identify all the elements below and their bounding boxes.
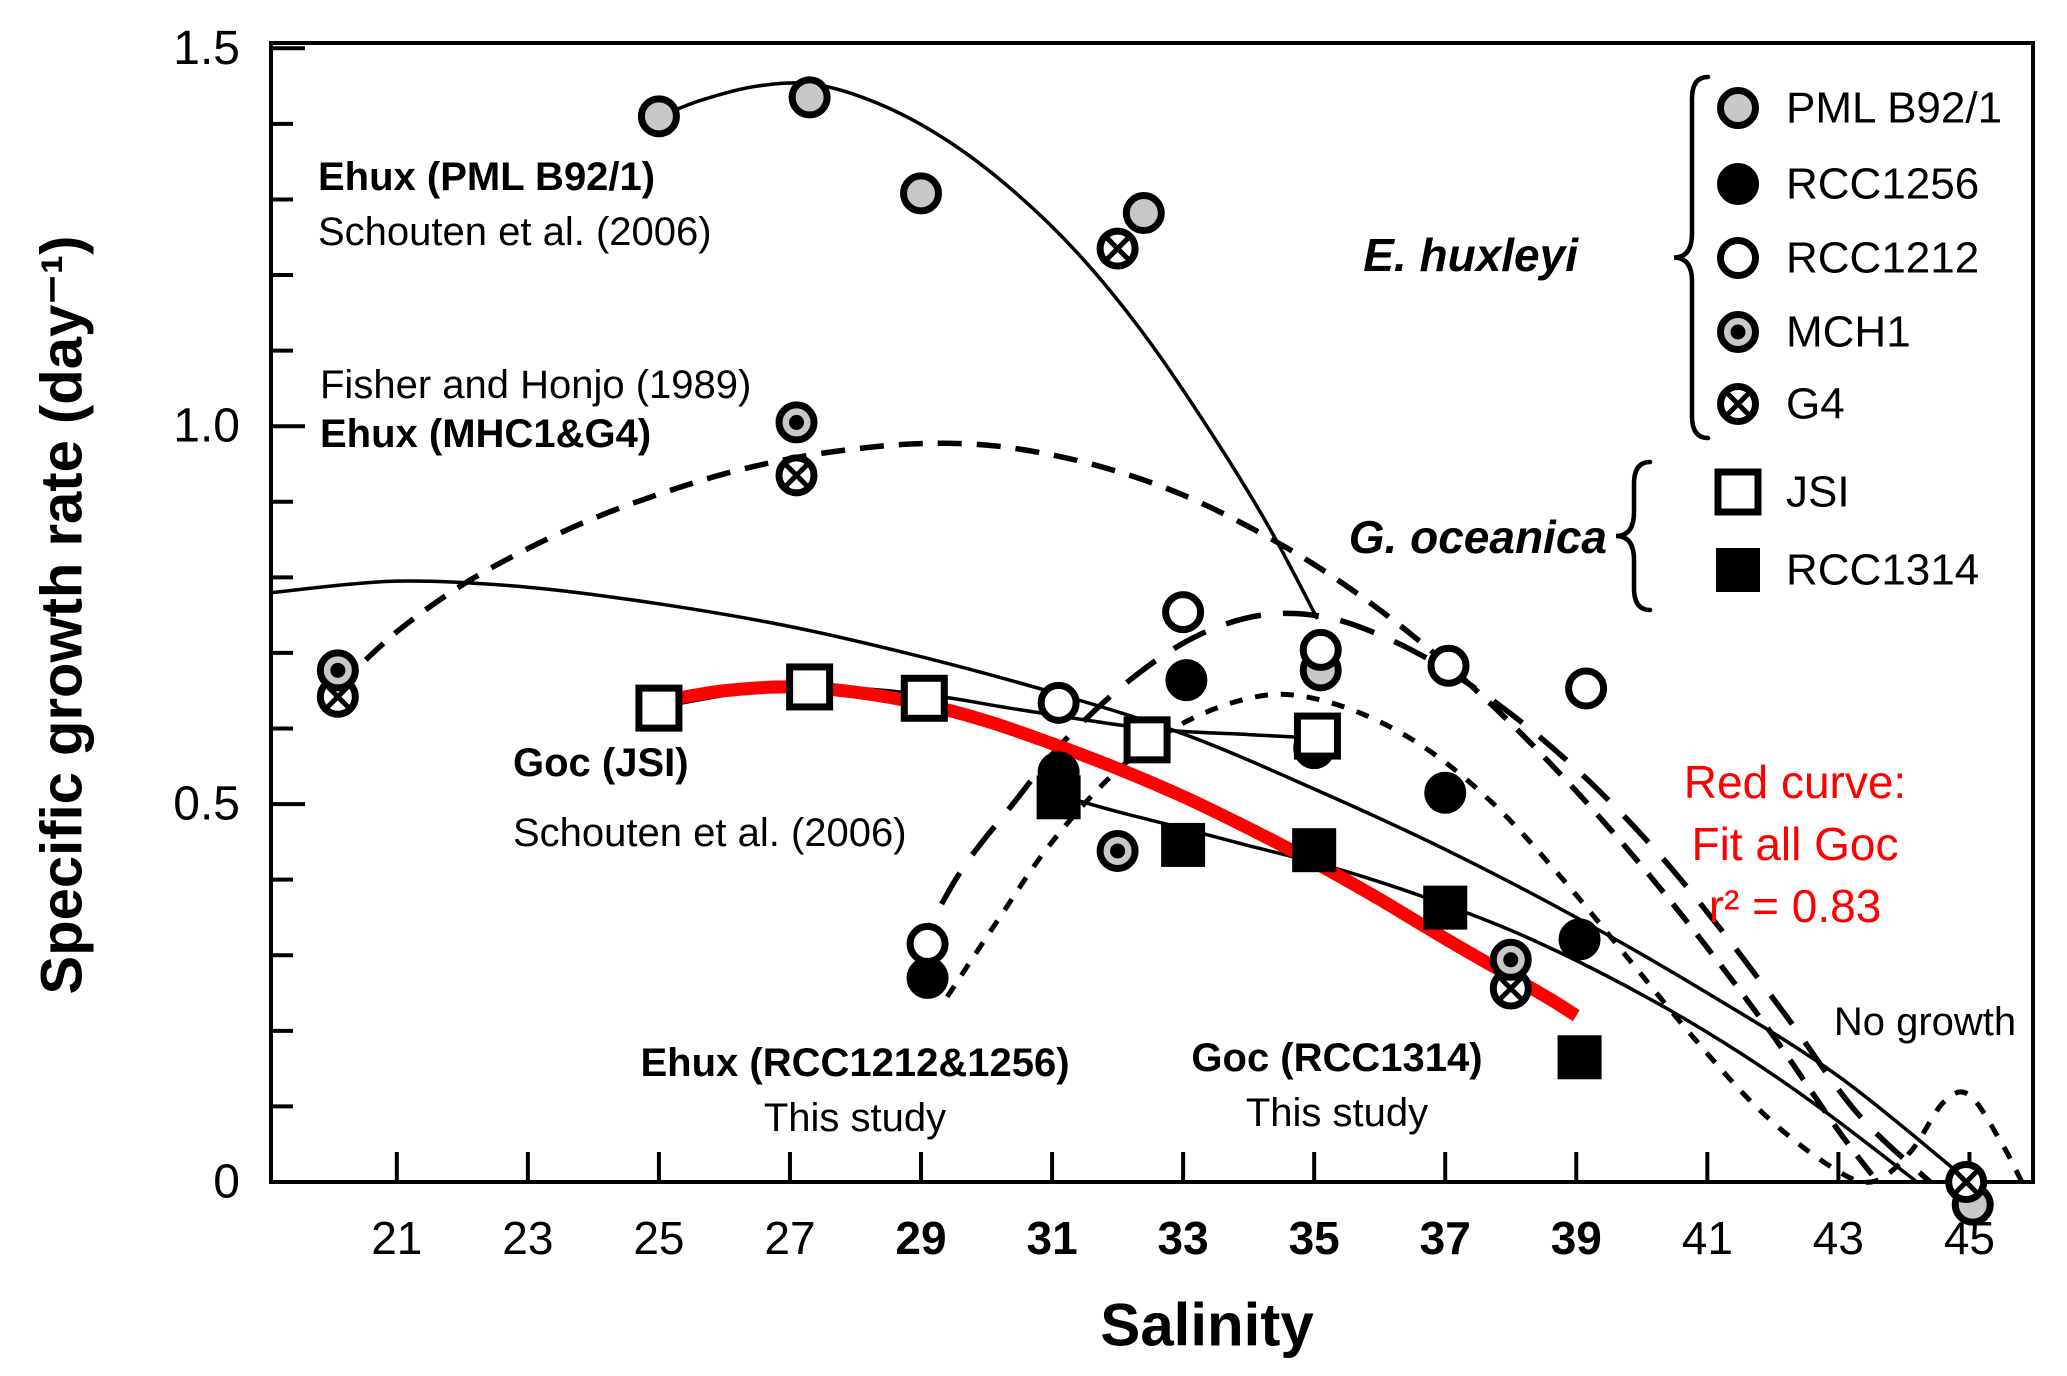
- point-rcc1256-0: [906, 956, 949, 999]
- label-ehux-fisher-line-0: Fisher and Honjo (1989): [320, 363, 751, 407]
- point-jsi-3: [1123, 716, 1171, 764]
- point-jsi-4: [1293, 712, 1341, 760]
- point-rcc1314-3: [1423, 885, 1468, 930]
- point-mch1-0-dot: [330, 662, 346, 678]
- legend-marker-square-white: [1714, 468, 1762, 516]
- point-rcc1212-3: [1299, 628, 1342, 671]
- legend-species-ehuxleyi: E. huxleyi: [1363, 229, 1579, 281]
- point-mch1-1-dot: [789, 414, 805, 430]
- point-mch1-3-dot: [1503, 952, 1519, 968]
- legend-label-g4: G4: [1786, 380, 1845, 429]
- label-goc-rcc1314-line-1: This study: [1246, 1091, 1428, 1135]
- x-tick-label: 37: [1420, 1212, 1471, 1264]
- x-tick-label: 23: [502, 1212, 553, 1264]
- label-goc-jsi-line-0: Goc (JSI): [513, 741, 689, 785]
- x-tick-label: 35: [1289, 1212, 1340, 1264]
- point-rcc1256-4: [1424, 771, 1467, 814]
- label-no-growth-line-0: No growth: [1834, 1000, 2016, 1044]
- point-jsi-1: [786, 663, 834, 711]
- label-ehux-fisher-line-1: Ehux (MHC1&G4): [320, 412, 651, 456]
- legend-label-jsi: JSI: [1786, 468, 1850, 517]
- point-g4-1-cross: [782, 461, 811, 490]
- point-rcc1212-2: [1162, 591, 1205, 634]
- x-axis-title: Salinity: [1100, 1292, 1314, 1359]
- legend-marker-circle-white: [1717, 237, 1759, 279]
- point-jsi-2: [900, 674, 948, 722]
- point-pmlb921-1: [788, 76, 831, 119]
- legend-label-rcc1212: RCC1212: [1786, 234, 1979, 283]
- label-red-fit-line-2: r² = 0.83: [1709, 880, 1882, 932]
- point-pmlb921-2: [900, 172, 943, 215]
- point-rcc1314-4: [1557, 1035, 1602, 1080]
- legend-brace-ehuxleyi: [1673, 74, 1711, 441]
- legend-marker-circle-gray-dot-dot: [1730, 324, 1746, 340]
- y-axis-title: Specific growth rate (day⁻¹): [30, 236, 95, 995]
- label-red-fit-line-1: Fit all Goc: [1691, 818, 1898, 870]
- curve-fit-ehux-pml: [651, 81, 1320, 620]
- x-tick-label: 21: [371, 1212, 422, 1264]
- legend-brace-goceanica: [1615, 459, 1653, 613]
- label-goc-jsi-line-1: Schouten et al. (2006): [513, 811, 907, 855]
- y-tick-label: 1.0: [173, 400, 240, 453]
- x-tick-label: 41: [1682, 1212, 1733, 1264]
- x-tick-label: 33: [1158, 1212, 1209, 1264]
- legend-label-rcc1256: RCC1256: [1786, 160, 1979, 209]
- y-tick-label: 0.5: [173, 778, 240, 831]
- point-rcc1212-0: [906, 922, 949, 965]
- x-tick-label: 43: [1813, 1212, 1864, 1264]
- y-tick-label: 0: [213, 1156, 240, 1209]
- point-rcc1212-1: [1037, 681, 1080, 724]
- label-ehux-pml-line-0: Ehux (PML B92/1): [318, 155, 655, 199]
- point-rcc1256-2: [1165, 659, 1208, 702]
- legend-marker-circle-cross-cross: [1723, 389, 1753, 419]
- point-rcc1314-1: [1161, 822, 1206, 867]
- point-jsi-0: [635, 684, 683, 732]
- legend-species-goceanica: G. oceanica: [1349, 511, 1607, 563]
- legend-marker-square-black: [1716, 548, 1760, 592]
- curve-fit-ehux-fisher: [335, 440, 1880, 1184]
- legend-marker-circle-black: [1717, 163, 1759, 205]
- x-tick-label: 25: [633, 1212, 684, 1264]
- label-ehux-rcc-line-0: Ehux (RCC1212&1256): [640, 1041, 1069, 1085]
- point-rcc1314-2: [1292, 828, 1337, 873]
- point-rcc1256-5: [1558, 918, 1601, 961]
- y-tick-label: 1.5: [173, 22, 240, 75]
- legend-label-pmlb921: PML B92/1: [1786, 84, 2002, 133]
- label-red-fit-line-0: Red curve:: [1684, 756, 1906, 808]
- legend-label-rcc1314: RCC1314: [1786, 546, 1979, 595]
- plot-frame: [269, 41, 2035, 1184]
- x-tick-label: 39: [1551, 1212, 1602, 1264]
- point-mch1-2-dot: [1110, 843, 1126, 859]
- point-pmlb921-3: [1122, 192, 1165, 235]
- x-tick-label: 29: [895, 1212, 946, 1264]
- label-goc-rcc1314-line-0: Goc (RCC1314): [1191, 1036, 1482, 1080]
- label-ehux-rcc-line-1: This study: [764, 1096, 946, 1140]
- point-rcc1212-5: [1565, 667, 1608, 710]
- legend-marker-circle-gray: [1717, 87, 1759, 129]
- x-tick-label: 27: [764, 1212, 815, 1264]
- x-tick-label: 31: [1026, 1212, 1077, 1264]
- point-pmlb921-0: [637, 95, 680, 138]
- point-g4-2-cross: [1103, 234, 1132, 263]
- point-g4-3-cross: [1496, 974, 1525, 1003]
- point-rcc1314-0: [1036, 775, 1081, 820]
- point-rcc1212-4: [1427, 644, 1470, 687]
- label-ehux-pml-line-1: Schouten et al. (2006): [318, 210, 712, 254]
- legend-label-mch1: MCH1: [1786, 308, 1911, 357]
- point-g4-4-cross: [1951, 1167, 1981, 1197]
